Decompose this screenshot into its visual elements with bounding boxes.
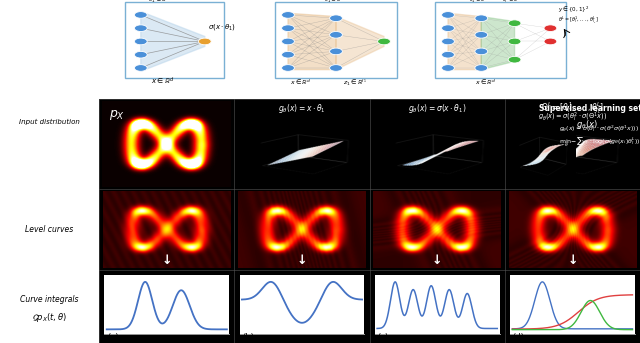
Circle shape bbox=[134, 12, 147, 18]
Circle shape bbox=[544, 38, 557, 45]
Circle shape bbox=[442, 12, 454, 18]
Text: (a): (a) bbox=[107, 333, 118, 342]
Circle shape bbox=[282, 38, 294, 45]
Circle shape bbox=[508, 20, 521, 26]
Circle shape bbox=[475, 48, 488, 55]
Text: ↓: ↓ bbox=[432, 254, 442, 267]
Polygon shape bbox=[336, 16, 384, 70]
Circle shape bbox=[282, 64, 294, 71]
Text: $\theta^l_1\in S^{l_1-1}$: $\theta^l_1\in S^{l_1-1}$ bbox=[468, 0, 494, 5]
Circle shape bbox=[442, 51, 454, 58]
X-axis label: $t$: $t$ bbox=[164, 334, 170, 343]
Text: $x\in\mathbb{R}^d$: $x\in\mathbb{R}^d$ bbox=[474, 78, 496, 87]
Text: $\theta^L_l\in S^{l_L-1}$: $\theta^L_l\in S^{l_L-1}$ bbox=[502, 0, 527, 5]
Circle shape bbox=[442, 64, 454, 71]
Text: $\min_\theta -\sum_i y_i\cdot\log(\sigma(g_\theta(x_i)\theta^L_l))$: $\min_\theta -\sum_i y_i\cdot\log(\sigma… bbox=[559, 135, 640, 151]
Text: $\theta^1\in S^{d-1}$: $\theta^1\in S^{d-1}$ bbox=[275, 0, 301, 3]
Polygon shape bbox=[288, 13, 336, 70]
Text: $x\in\mathbb{R}^d$: $x\in\mathbb{R}^d$ bbox=[290, 78, 312, 87]
Text: $g_\theta(x)=\sigma(\theta^2_l\cdot\sigma(\Theta^1 x))$: $g_\theta(x)=\sigma(\theta^2_l\cdot\sigm… bbox=[538, 110, 607, 123]
Text: $z_1\in\mathbb{R}^{l_1}$: $z_1\in\mathbb{R}^{l_1}$ bbox=[344, 78, 367, 87]
Circle shape bbox=[282, 51, 294, 58]
Circle shape bbox=[544, 25, 557, 32]
Circle shape bbox=[330, 48, 342, 55]
X-axis label: $t$: $t$ bbox=[434, 334, 440, 343]
Text: (b): (b) bbox=[242, 333, 254, 342]
Text: $g_\theta(x)$: $g_\theta(x)$ bbox=[575, 118, 598, 131]
Text: Input distribution: Input distribution bbox=[19, 119, 80, 125]
Circle shape bbox=[134, 38, 147, 45]
Circle shape bbox=[134, 51, 147, 58]
Circle shape bbox=[330, 15, 342, 22]
Text: (d): (d) bbox=[513, 333, 524, 342]
Circle shape bbox=[508, 56, 521, 63]
Text: ↓: ↓ bbox=[567, 254, 578, 267]
Text: (c): (c) bbox=[378, 333, 388, 342]
Circle shape bbox=[282, 12, 294, 18]
X-axis label: $t$: $t$ bbox=[299, 334, 305, 343]
Text: $\Theta^L=[\theta^1_l,...,\theta^L_{l_L}]$: $\Theta^L=[\theta^1_l,...,\theta^L_{l_L}… bbox=[541, 100, 604, 116]
Text: $y\in\{0,1\}^2$: $y\in\{0,1\}^2$ bbox=[558, 4, 589, 15]
Circle shape bbox=[378, 38, 390, 45]
Text: Level curves: Level curves bbox=[26, 225, 74, 234]
Text: $\theta_1\in S^{d-1}$: $\theta_1\in S^{d-1}$ bbox=[148, 0, 178, 5]
Circle shape bbox=[282, 25, 294, 32]
Circle shape bbox=[508, 38, 521, 45]
Circle shape bbox=[134, 25, 147, 32]
Circle shape bbox=[475, 64, 488, 71]
Text: $\mathcal{G}p_X(t,\theta)$: $\mathcal{G}p_X(t,\theta)$ bbox=[32, 311, 67, 324]
Text: ↓: ↓ bbox=[297, 254, 307, 267]
Polygon shape bbox=[141, 12, 205, 71]
Text: $\sigma(x\cdot\theta_1)$: $\sigma(x\cdot\theta_1)$ bbox=[208, 22, 236, 32]
Polygon shape bbox=[481, 16, 515, 70]
Text: $\theta^l_1\in S^{l_1-1}$: $\theta^l_1\in S^{l_1-1}$ bbox=[324, 0, 351, 5]
Text: $g_\theta(x) = x\cdot\theta_1$: $g_\theta(x) = x\cdot\theta_1$ bbox=[278, 102, 326, 115]
Circle shape bbox=[134, 64, 147, 71]
Text: $p_X$: $p_X$ bbox=[109, 108, 125, 122]
Circle shape bbox=[442, 38, 454, 45]
Circle shape bbox=[330, 32, 342, 38]
Circle shape bbox=[198, 38, 211, 45]
Text: $g_\theta(x)=\sigma(\theta^L_l\cdot\sigma(\theta^2\sigma(\theta^1 x)))$: $g_\theta(x)=\sigma(\theta^L_l\cdot\sigm… bbox=[559, 123, 639, 133]
Text: Curve integrals: Curve integrals bbox=[20, 295, 79, 304]
Text: $\theta^L=[\theta^1_l,...,\theta^L_{l_L}]$: $\theta^L=[\theta^1_l,...,\theta^L_{l_L}… bbox=[558, 14, 598, 26]
Circle shape bbox=[475, 32, 488, 38]
Text: ↓: ↓ bbox=[161, 254, 172, 267]
X-axis label: $t$: $t$ bbox=[570, 334, 575, 343]
Text: $g_\theta(x) = \sigma(x\cdot\theta_1)$: $g_\theta(x) = \sigma(x\cdot\theta_1)$ bbox=[408, 102, 467, 115]
Circle shape bbox=[475, 15, 488, 22]
Circle shape bbox=[330, 64, 342, 71]
Polygon shape bbox=[448, 13, 481, 70]
Text: Supervised learning setting: Supervised learning setting bbox=[540, 104, 640, 113]
Text: $x\in\mathbb{R}^d$: $x\in\mathbb{R}^d$ bbox=[152, 76, 175, 87]
Circle shape bbox=[442, 25, 454, 32]
Text: $\theta^1\in S^{d-1}$: $\theta^1\in S^{d-1}$ bbox=[432, 0, 458, 3]
